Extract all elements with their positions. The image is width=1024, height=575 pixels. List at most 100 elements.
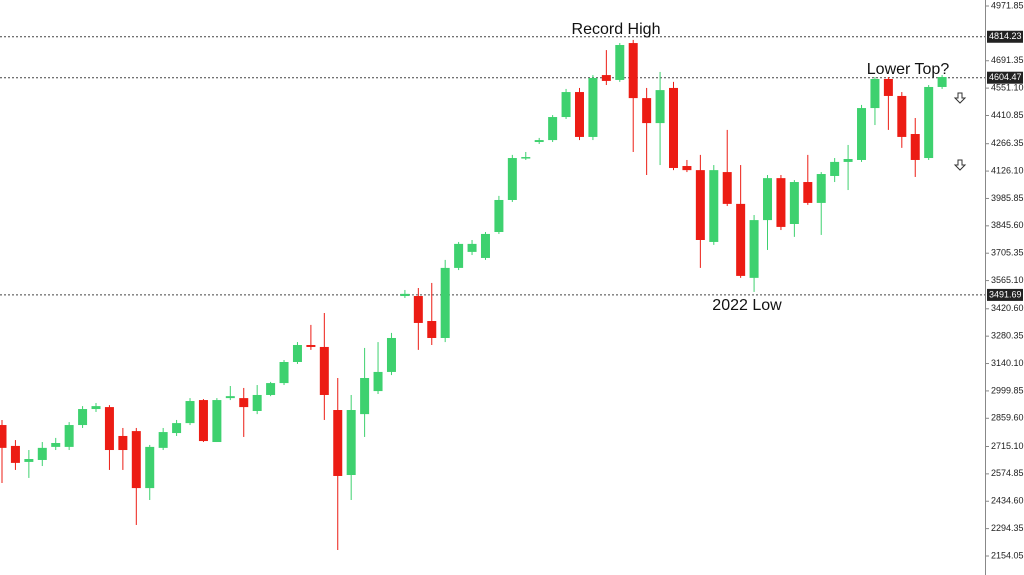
candle-body — [252, 394, 262, 411]
candle-body — [64, 425, 74, 447]
level-label: 3491.69 — [989, 289, 1022, 299]
level-label: 4604.47 — [989, 72, 1022, 82]
candle-body — [682, 166, 692, 171]
candle-body — [467, 243, 477, 252]
y-tick-label: 3565.10 — [991, 275, 1024, 285]
candle-body — [413, 296, 423, 323]
candle-body — [857, 108, 867, 160]
candle-body — [722, 172, 732, 204]
candle-body — [333, 410, 343, 476]
candle-body — [816, 174, 826, 203]
y-tick-label: 3845.60 — [991, 220, 1024, 230]
y-tick-label: 2434.60 — [991, 496, 1024, 506]
y-tick-label: 2294.35 — [991, 523, 1024, 533]
candle-body — [198, 400, 208, 442]
candle-body — [306, 345, 316, 347]
candle-body — [776, 178, 786, 227]
y-tick-label: 4551.10 — [991, 83, 1024, 93]
candle-body — [749, 220, 759, 278]
y-tick-label: 3985.85 — [991, 193, 1024, 203]
candle-body — [91, 406, 101, 410]
candle-body — [172, 423, 182, 434]
candle-body — [924, 86, 934, 159]
candle-body — [131, 431, 141, 489]
candle-body — [494, 199, 504, 232]
level-label-box — [987, 71, 1023, 84]
candle-body — [521, 157, 531, 159]
y-tick-label: 3705.35 — [991, 248, 1024, 258]
candle-body — [10, 445, 20, 463]
candle-body — [803, 182, 813, 203]
candle-body — [319, 346, 329, 395]
candle-body — [669, 87, 678, 168]
candle-body — [910, 134, 920, 160]
candle-body — [440, 267, 450, 338]
candle-body — [239, 398, 249, 408]
y-tick-label: 2715.10 — [991, 441, 1024, 451]
candle-body — [51, 442, 61, 447]
y-tick-label: 3420.60 — [991, 303, 1024, 313]
candle-body — [843, 158, 853, 162]
candle-body — [897, 95, 907, 137]
y-tick-label: 3140.10 — [991, 358, 1024, 368]
candle-body — [628, 43, 638, 99]
candle-body — [158, 432, 168, 448]
y-tick-label: 4126.10 — [991, 165, 1024, 175]
candle-body — [870, 78, 880, 109]
candle-body — [655, 90, 665, 124]
candle-body — [588, 77, 598, 137]
y-tick-label: 2574.85 — [991, 468, 1024, 478]
candle-body — [561, 92, 571, 118]
candle-body — [118, 435, 128, 451]
candle-body — [104, 407, 114, 451]
candle-body — [480, 233, 490, 258]
y-tick-label: 4266.35 — [991, 138, 1024, 148]
candle-body — [292, 345, 302, 362]
candle-body — [225, 396, 235, 399]
annotation: Record High — [572, 21, 661, 38]
candle-body — [548, 117, 558, 141]
arrow-down — [953, 92, 967, 104]
annotation: 2022 Low — [712, 297, 782, 314]
level-label-box — [987, 30, 1023, 43]
level-label: 4814.23 — [989, 31, 1022, 41]
candle-body — [709, 170, 719, 242]
candle-body — [789, 182, 799, 224]
candle-body — [883, 78, 893, 96]
y-tick-label: 2154.05 — [991, 550, 1024, 560]
candle-body — [266, 383, 276, 395]
candle-body — [534, 140, 544, 143]
candle-body — [507, 158, 517, 200]
candle-body — [185, 401, 195, 424]
candle-body — [24, 459, 34, 462]
candle-body — [279, 361, 289, 384]
level-label-box — [987, 288, 1023, 301]
candle-body — [695, 170, 705, 241]
candle-body — [830, 161, 840, 176]
candle-body — [360, 377, 370, 415]
candle-body — [736, 203, 746, 276]
candle-body — [601, 75, 611, 81]
annotation: Lower Top? — [867, 61, 950, 78]
candle-body — [346, 410, 356, 476]
candle-body — [212, 400, 222, 443]
y-tick-label: 4410.85 — [991, 110, 1024, 120]
candle-body — [37, 447, 47, 460]
candle-body — [386, 337, 396, 372]
candle-body — [427, 321, 437, 338]
y-tick-label: 3280.35 — [991, 331, 1024, 341]
candle-body — [373, 371, 383, 392]
candle-body — [937, 77, 947, 87]
y-tick-label: 2999.85 — [991, 385, 1024, 395]
y-tick-label: 4971.85 — [991, 0, 1024, 10]
candle-body — [574, 92, 584, 137]
y-tick-label: 2859.60 — [991, 413, 1024, 423]
candle-body — [454, 243, 464, 268]
candle-body — [145, 446, 155, 489]
candle-body — [0, 425, 7, 448]
candle-body — [642, 98, 652, 124]
candle-body — [78, 409, 88, 426]
